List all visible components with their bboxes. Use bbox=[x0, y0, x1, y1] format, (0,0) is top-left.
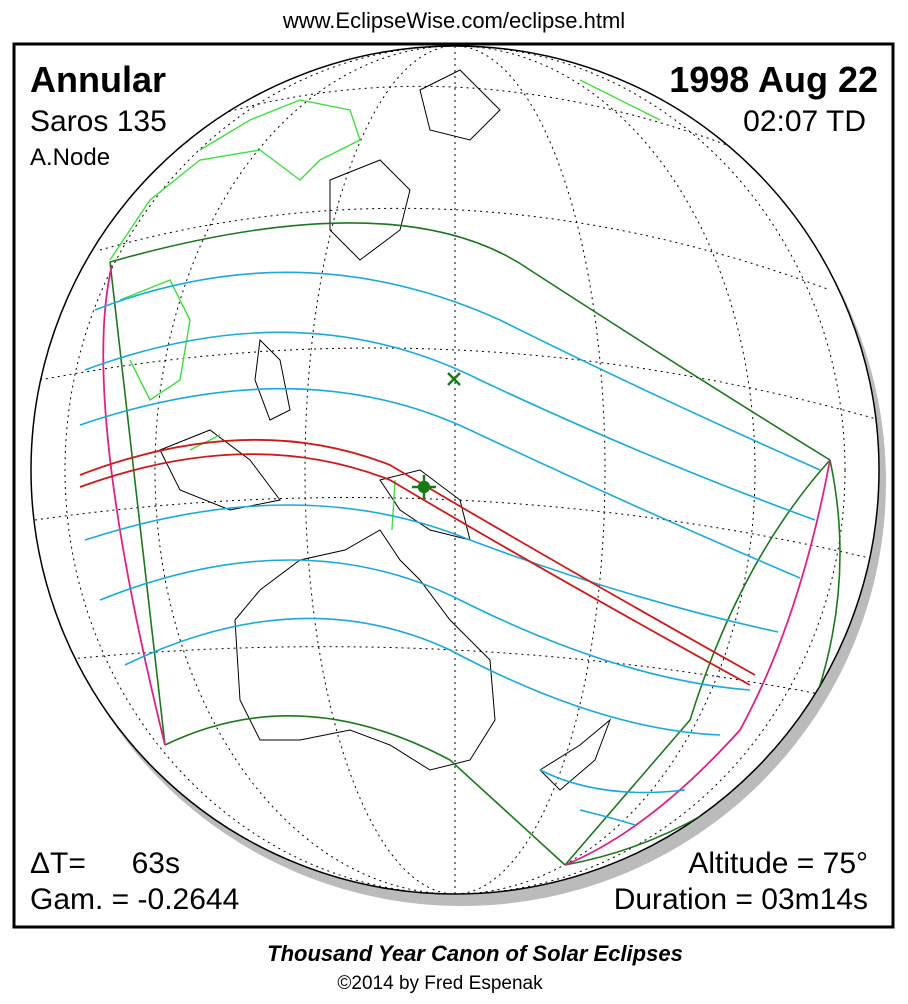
altitude: Altitude = 75° bbox=[688, 847, 868, 880]
url: www.EclipseWise.com/eclipse.html bbox=[282, 8, 625, 33]
gamma: Gam. = -0.2644 bbox=[30, 883, 239, 916]
node: A.Node bbox=[30, 144, 110, 171]
time-lines bbox=[79, 271, 821, 826]
map-layer bbox=[34, 46, 879, 894]
graticule bbox=[34, 46, 879, 894]
land bbox=[159, 69, 612, 791]
delta-t-label: ΔT= bbox=[30, 847, 86, 880]
path-limits bbox=[102, 222, 841, 866]
delta-t-value: 63s bbox=[132, 847, 180, 880]
greatest-eclipse bbox=[412, 372, 461, 499]
saros: Saros 135 bbox=[30, 105, 167, 138]
central-path bbox=[79, 438, 756, 686]
footer-credit: ©2014 by Fred Espenak bbox=[337, 973, 543, 994]
time: 02:07 TD bbox=[743, 105, 866, 138]
borders bbox=[109, 79, 661, 531]
eclipse-type: Annular bbox=[30, 59, 166, 100]
duration: Duration = 03m14s bbox=[614, 883, 868, 916]
footer-title: Thousand Year Canon of Solar Eclipses bbox=[267, 941, 683, 966]
date: 1998 Aug 22 bbox=[669, 59, 878, 100]
